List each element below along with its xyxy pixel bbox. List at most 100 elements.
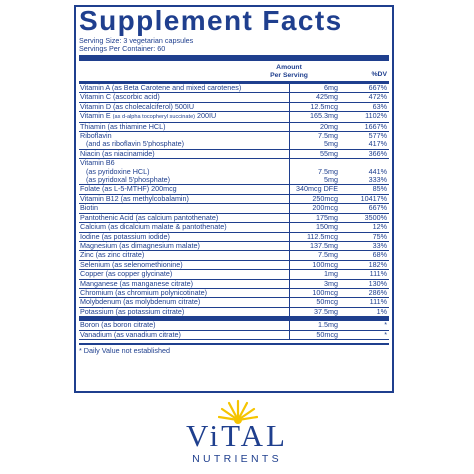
- nutrient-line: Pantothenic Acid (as calcium pantothenat…: [79, 212, 389, 222]
- column-divider: [289, 270, 290, 279]
- nutrient-name: Calcium (as dicalcium malate & pantothen…: [80, 222, 227, 232]
- nutrient-line: Chromium (as chromium polynicotinate) 100…: [79, 287, 389, 297]
- nutrient-name: Boron (as boron citrate): [80, 320, 156, 330]
- nutrient-subamount: 7.5mg: [318, 166, 338, 176]
- column-divider: [289, 194, 290, 204]
- nutrient-row: Pantothenic Acid (as calcium pantothenat…: [79, 212, 389, 224]
- nutrient-row: Molybdenum (as molybdenum citrate) 50mcg 1…: [79, 297, 389, 308]
- nutrient-amount: 6mg: [324, 83, 338, 92]
- nutrient-row: Vitamin A (as Beta Carotene and mixed ca…: [79, 83, 389, 94]
- column-divider: [289, 185, 290, 194]
- nutrient-amount: 20mg: [320, 121, 338, 131]
- nutrient-dv: 1%: [376, 306, 387, 316]
- nutrient-amount: 340mcg DFE: [296, 184, 338, 194]
- nutrient-amount: 250mcg: [312, 193, 338, 203]
- nutrient-name: Vitamin A (as Beta Carotene and mixed ca…: [80, 83, 242, 92]
- column-divider: [289, 132, 290, 149]
- nutrient-name: Vanadium (as vanadium citrate): [80, 329, 181, 339]
- nutrient-name: Zinc (as zinc citrate): [80, 250, 145, 260]
- nutrient-dv: 68%: [372, 250, 387, 260]
- sun-icon: [218, 399, 258, 424]
- nutrient-dv: 75%: [372, 231, 387, 241]
- nutrient-dv: 111%: [369, 297, 387, 307]
- nutrient-line: Niacin (as niacinamide) 55mg 366%: [79, 148, 389, 158]
- nutrient-dv: 85%: [372, 184, 387, 194]
- nutrient-row: Calcium (as dicalcium malate & pantothen…: [79, 222, 389, 233]
- nutrient-name: Potassium (as potassium citrate): [80, 306, 185, 316]
- nutrient-line: Vitamin A (as Beta Carotene and mixed ca…: [79, 83, 389, 92]
- nutrient-amount: 1.5mg: [318, 320, 338, 330]
- column-divider: [289, 307, 290, 317]
- column-divider: [289, 321, 290, 330]
- divider-thick: [79, 55, 389, 61]
- brand-tagline: NUTRIENTS: [192, 453, 282, 465]
- nutrient-name: Iodine (as potassium iodide): [80, 231, 170, 241]
- nutrient-row: Niacin (as niacinamide) 55mg 366%: [79, 148, 389, 160]
- nutrient-amount: 175mg: [316, 212, 338, 222]
- column-divider: [289, 102, 290, 112]
- nutrient-name: Molybdenum (as molybdenum citrate): [80, 297, 201, 307]
- nutrient-row: Folate (as L-5-MTHF) 200mcg 340mcg DFE 85%: [79, 184, 389, 195]
- column-divider: [289, 260, 290, 270]
- dv-header: %DV: [371, 71, 388, 78]
- nutrient-name: Thiamin (as thiamine HCL): [80, 121, 166, 131]
- nutrient-line: Molybdenum (as molybdenum citrate) 50mcg 1…: [79, 297, 389, 307]
- supplement-facts-panel: Supplement Facts Serving Size: 3 vegetar…: [74, 5, 394, 393]
- servings-per-container: Servings Per Container: 60: [79, 44, 166, 53]
- nutrient-row: Potassium (as potassium citrate) 37.5mg 1%: [79, 306, 389, 318]
- nutrient-dv: 577%: [368, 131, 387, 141]
- nutrient-row: Manganese (as manganese citrate) 3mg 130%: [79, 279, 389, 289]
- amount-header-line1: Amount: [276, 64, 302, 71]
- nutrient-name: Vitamin B6: [80, 158, 115, 168]
- nutrient-subdv: 333%: [368, 175, 387, 185]
- nutrient-line: Selenium (as selenomethionine) 100mcg 182%: [79, 259, 389, 269]
- nutrient-line: Vitamin B6: [79, 159, 389, 167]
- column-divider: [289, 93, 290, 102]
- nutrient-amount: 12.5mcg: [310, 101, 338, 111]
- nutrient-name: Riboflavin: [80, 131, 112, 141]
- nutrient-amount: 165.3mg: [310, 111, 338, 121]
- column-header: Amount Per Serving %DV: [79, 61, 389, 81]
- nutrient-dv: 10417%: [360, 193, 387, 203]
- nutrient-row: Biotin 200mcg 667%: [79, 203, 389, 214]
- nutrient-subname: (as pyridoxine HCL): [86, 166, 150, 176]
- nutrient-rows-no-dv: Boron (as boron citrate) 1.5mg * Vanadium (…: [79, 320, 389, 340]
- nutrient-row: Vitamin B12 (as methylcobalamin) 250mcg 10…: [79, 193, 389, 205]
- nutrient-dv: 33%: [372, 240, 387, 250]
- amount-header: Amount Per Serving: [259, 64, 319, 79]
- nutrient-subline: (and as riboflavin 5'phosphate) 5mg 417%: [79, 139, 389, 149]
- nutrient-row: Boron (as boron citrate) 1.5mg *: [79, 320, 389, 331]
- nutrient-row: Thiamin (as thiamine HCL) 20mg 1667%: [79, 121, 389, 133]
- nutrient-row: Vanadium (as vanadium citrate) 50mcg *: [79, 329, 389, 340]
- nutrient-row: Vitamin B6 (as pyridoxine HCL) 7.5mg 441% (a…: [79, 159, 389, 186]
- nutrient-subline: (as pyridoxine HCL) 7.5mg 441%: [79, 166, 389, 176]
- nutrient-name: Copper (as copper glycinate): [80, 269, 173, 279]
- nutrient-subdv: 417%: [368, 139, 387, 149]
- footnote: * Daily Value not established: [79, 345, 170, 355]
- nutrient-row: Copper (as copper glycinate) 1mg 111%: [79, 269, 389, 280]
- nutrient-amount: 112.5mcg: [306, 231, 338, 241]
- divider-bottom: [79, 342, 389, 345]
- nutrient-dv: 366%: [368, 148, 387, 158]
- nutrient-amount: 50mcg: [316, 329, 338, 339]
- nutrient-row: Selenium (as selenomethionine) 100mcg 182%: [79, 259, 389, 271]
- nutrient-row: Magnesium (as dimagnesium malate) 137.5mg…: [79, 240, 389, 252]
- nutrient-amount: 425mg: [316, 92, 338, 102]
- nutrient-name: Folate (as L-5-MTHF) 200mcg: [80, 184, 177, 194]
- nutrient-dv: *: [384, 329, 387, 339]
- nutrient-dv: 12%: [372, 222, 387, 232]
- nutrient-name: Chromium (as chromium polynicotinate): [80, 287, 208, 297]
- nutrient-amount: 50mcg: [316, 297, 338, 307]
- serving-size: Serving Size: 3 vegetarian capsules: [79, 36, 194, 45]
- divider-section: [79, 317, 389, 322]
- nutrient-dv: 182%: [368, 259, 387, 269]
- nutrient-line: Vanadium (as vanadium citrate) 50mcg *: [79, 329, 389, 339]
- brand-name: ViTAL: [186, 418, 288, 453]
- brand-logo: ViTAL NUTRIENTS: [160, 398, 314, 470]
- column-divider: [289, 251, 290, 260]
- nutrient-row: Vitamin D (as cholecalciferol) 500IU 12.5…: [79, 101, 389, 113]
- nutrient-name: Niacin (as niacinamide): [80, 148, 155, 158]
- nutrient-rows: Vitamin A (as Beta Carotene and mixed ca…: [79, 83, 389, 318]
- nutrient-amount: 100mcg: [312, 287, 338, 297]
- nutrient-amount: 100mcg: [312, 259, 338, 269]
